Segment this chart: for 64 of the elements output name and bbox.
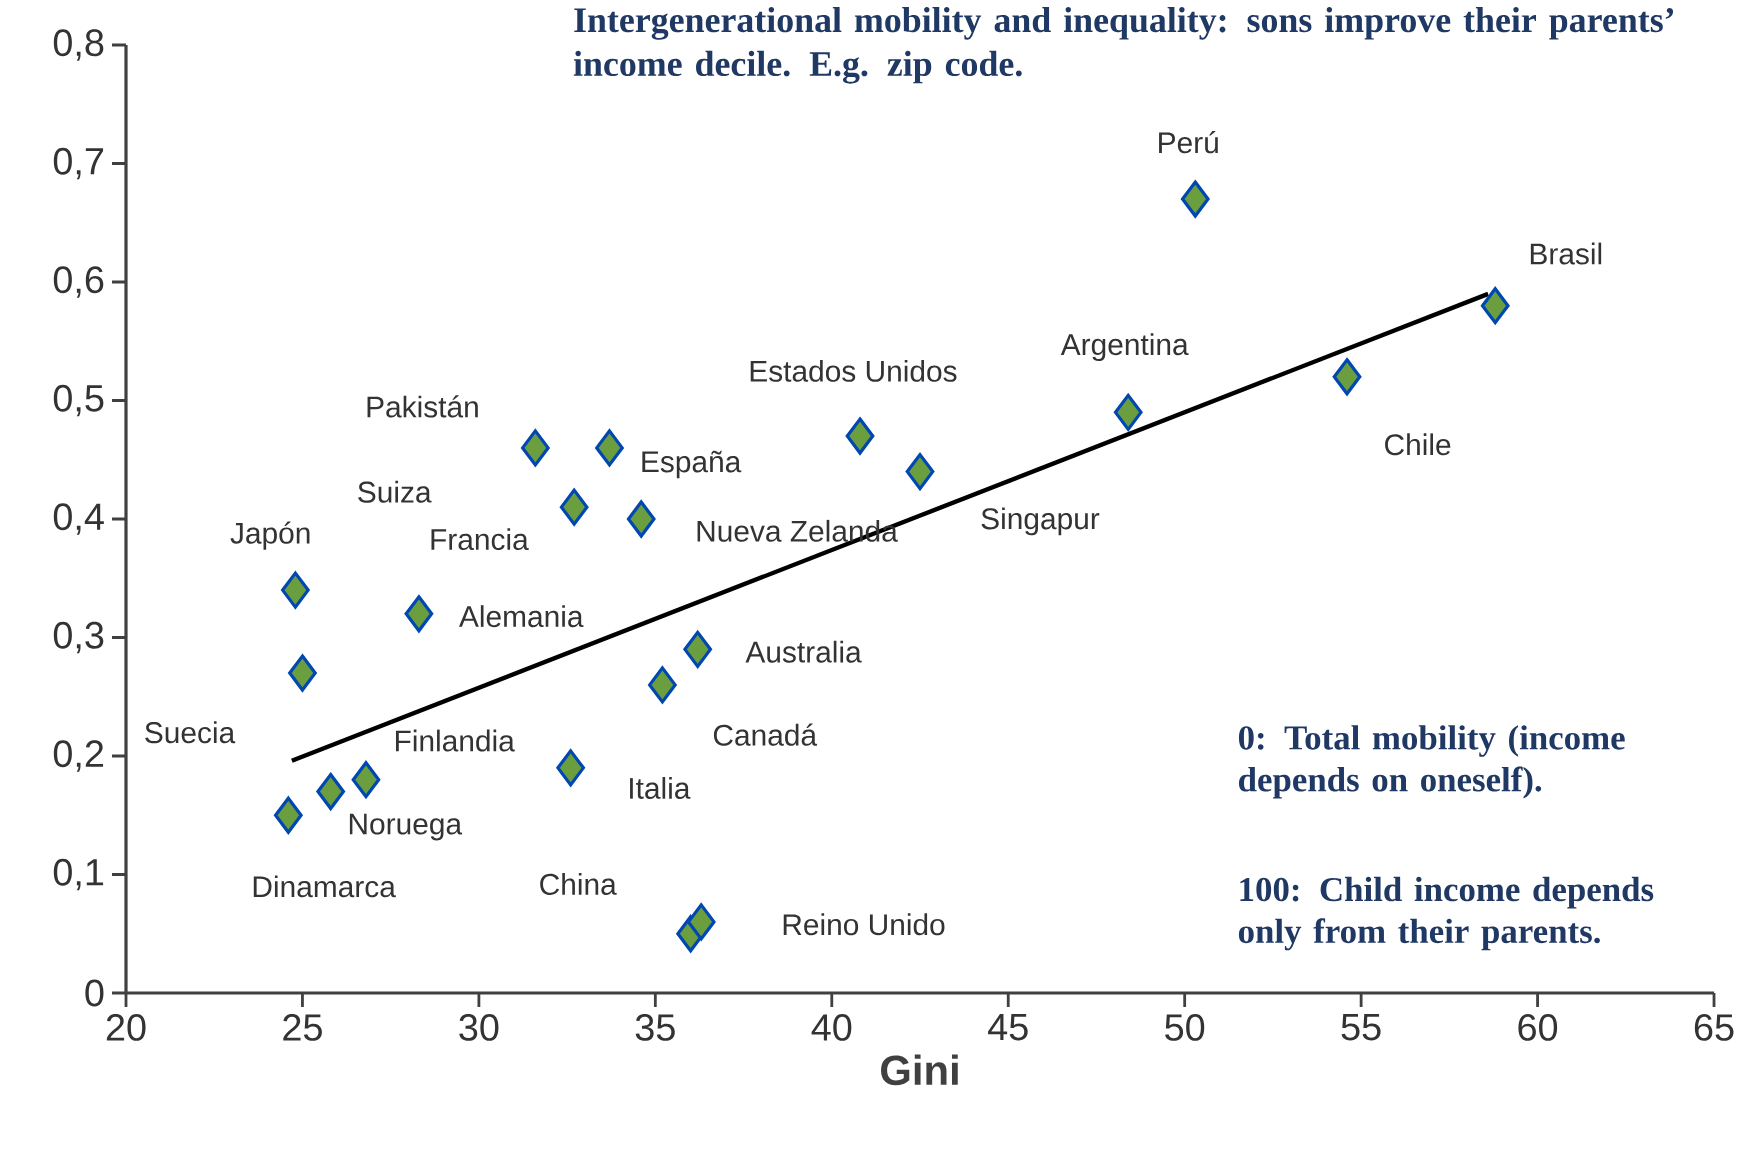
annotation: 100: Child income depends only from their parents. (1238, 876, 1654, 951)
point (404, 595, 434, 633)
annotation: España (642, 450, 742, 479)
annotation: Reino Unido (783, 913, 945, 936)
annotation: 0: Total mobility (income depends on oneself). (1238, 725, 1625, 799)
point (1332, 358, 1362, 396)
point (845, 417, 875, 455)
annotation: Australia (745, 640, 862, 663)
annotation: Perú (1159, 131, 1218, 154)
point (683, 630, 713, 668)
point (351, 761, 381, 799)
point (648, 666, 677, 704)
point (521, 429, 550, 467)
y-tick-label: 0,4 (53, 503, 104, 535)
annotation: Japón (230, 521, 310, 550)
point (905, 453, 935, 491)
point (288, 654, 317, 692)
point (595, 429, 624, 467)
annotation: China (540, 873, 617, 895)
x-tick-label: 20 (106, 1014, 146, 1041)
y-tick-label: 0,3 (53, 621, 104, 654)
annotation: Suecia (145, 721, 236, 744)
annotation: Alemania (459, 605, 584, 628)
x-tick-label: 30 (459, 1014, 499, 1041)
point (1113, 393, 1143, 431)
y-tick-label: 0,2 (53, 740, 104, 772)
annotation: Francia (431, 528, 529, 551)
annotation: Argentina (1060, 333, 1189, 362)
annotation: Noruega (349, 813, 463, 841)
annotation: Estados Unidos (750, 359, 957, 382)
annotation: Singapur (981, 507, 1100, 536)
annotation: Italia (630, 777, 691, 799)
annotation: Chile (1385, 433, 1451, 456)
x-axis-title: Gini (881, 1054, 958, 1086)
annotation: Brasil (1530, 242, 1602, 265)
annotation: Suiza (358, 480, 432, 503)
x-tick-label: 55 (1341, 1014, 1381, 1041)
y-tick-label: 0,6 (53, 266, 104, 298)
point (273, 796, 303, 834)
y-tick-label: 0,5 (53, 384, 104, 417)
y-tick-label: 0,8 (53, 29, 104, 61)
point (626, 500, 656, 538)
y-tick-label: 0 (85, 979, 104, 1007)
annotation: Finlandia (395, 729, 515, 752)
point (556, 749, 585, 787)
annotation: Pakistán (367, 395, 478, 418)
x-tick-label: 45 (988, 1014, 1028, 1041)
x-tick-label: 35 (635, 1014, 675, 1041)
point (1480, 287, 1510, 325)
x-tick-label: 25 (283, 1014, 322, 1041)
x-tick-label: 65 (1694, 1014, 1734, 1041)
annotation: Dinamarca (253, 875, 396, 898)
point (281, 571, 310, 609)
x-tick-label: 60 (1518, 1014, 1558, 1041)
chart-title: Intergenerational mobility and inequality: sons improve their parents’ income decile. E.g. zip code. (573, 7, 1674, 84)
annotation: Canadá (713, 723, 818, 746)
point (686, 903, 716, 941)
y-tick-label: 0,1 (53, 858, 104, 891)
x-tick-label: 40 (811, 1014, 852, 1041)
point (559, 488, 589, 526)
y-tick-label: 0,7 (53, 147, 104, 180)
point (316, 772, 346, 811)
x-tick-label: 50 (1165, 1014, 1205, 1041)
point (1180, 180, 1210, 218)
